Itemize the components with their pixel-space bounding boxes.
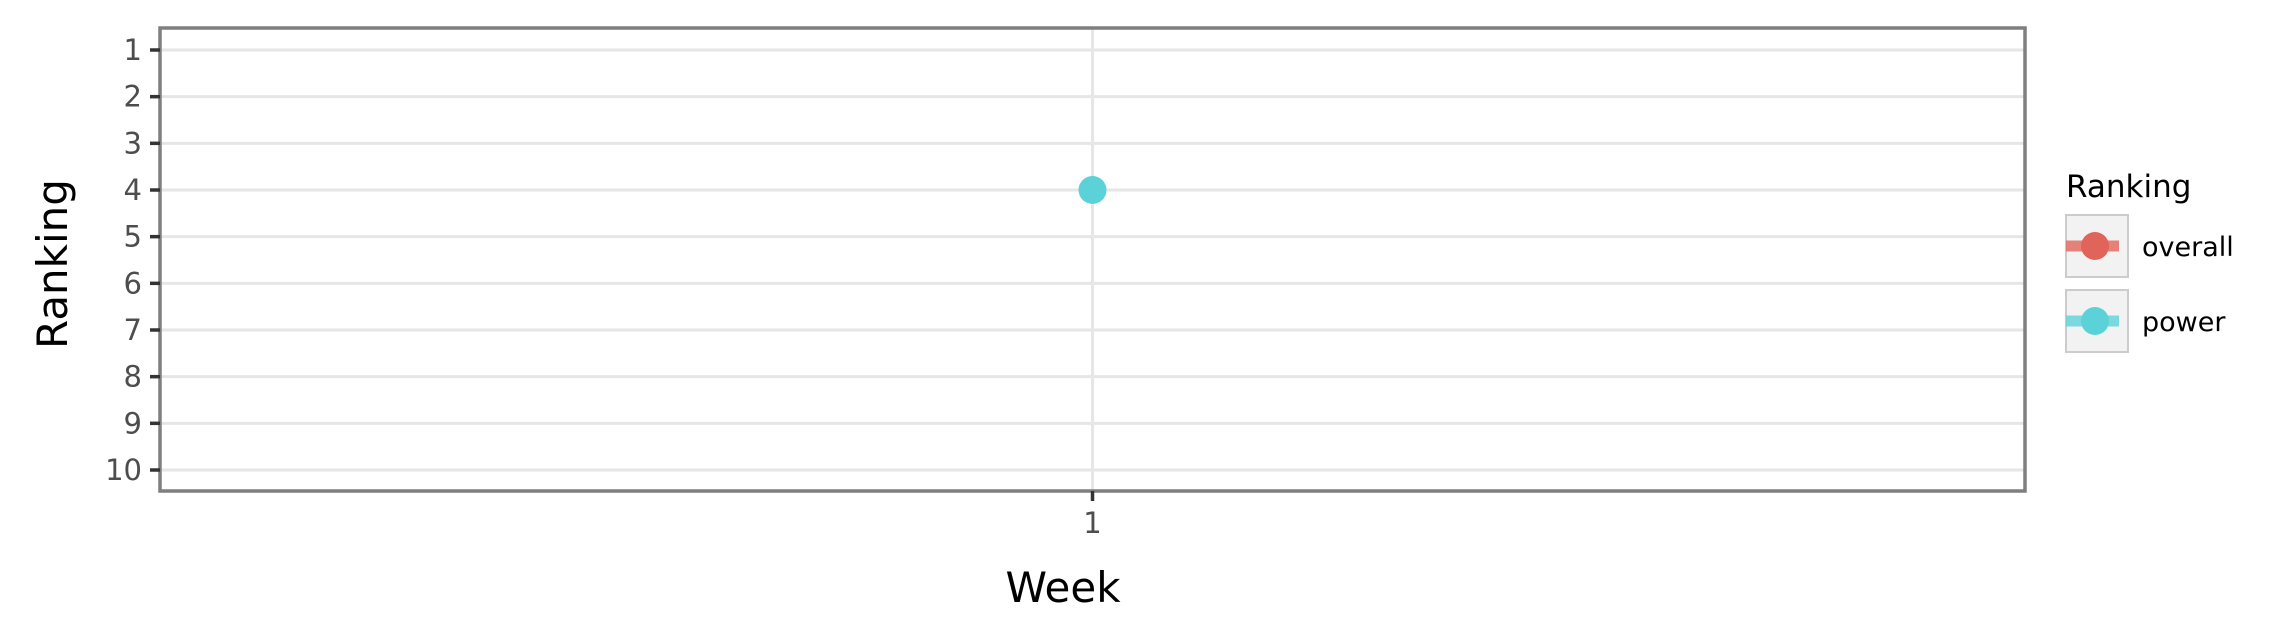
legend: Ranking overall power: [2065, 169, 2234, 353]
y-tick-label: 6: [124, 266, 142, 300]
legend-label: overall: [2142, 232, 2234, 263]
legend-title: Ranking: [2066, 169, 2191, 205]
y-tick-label: 3: [124, 126, 142, 160]
y-tick-label: 8: [124, 360, 142, 394]
legend-entry-power: power: [2065, 289, 2226, 353]
y-tick-label: 9: [124, 406, 142, 440]
legend-key-point: [2081, 232, 2109, 260]
y-tick-label: 10: [105, 453, 142, 487]
legend-entries: overall power: [2065, 214, 2234, 353]
legend-entry-overall: overall: [2065, 214, 2234, 278]
y-axis: 1 2 3 4 5 6 7 8 9 10: [105, 33, 160, 487]
y-tick-label: 4: [124, 173, 142, 207]
y-tick-label: 7: [124, 313, 142, 347]
series-power: [1078, 176, 1107, 204]
data-point-power: [1078, 176, 1107, 204]
y-axis-title: Ranking: [28, 179, 77, 349]
legend-key-point: [2081, 307, 2109, 335]
x-axis: 1: [1083, 491, 1102, 540]
y-tick-label: 2: [124, 80, 142, 114]
x-axis-title: Week: [1005, 563, 1121, 612]
y-tick-label: 1: [124, 33, 142, 67]
series-layer: [1078, 176, 1107, 204]
x-tick-label: 1: [1083, 506, 1101, 540]
legend-label: power: [2142, 307, 2226, 338]
y-tick-label: 5: [124, 220, 142, 254]
